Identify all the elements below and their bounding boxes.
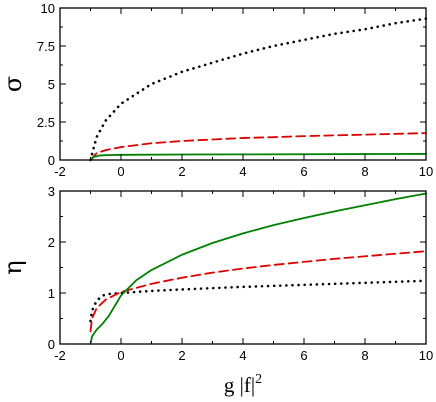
x-tick-label: 8 (361, 348, 368, 363)
x-tick-label: 2 (178, 348, 185, 363)
y-tick-label: 0 (48, 337, 55, 352)
y-tick-label: 0 (48, 153, 55, 168)
series-line-solid (89, 192, 427, 345)
x-tick-label: 0 (117, 348, 124, 363)
series-line-solid (89, 153, 427, 161)
y-tick-label: 2 (48, 235, 55, 250)
x-axis-label: g |f|2 (224, 372, 262, 397)
x-tick-label: -2 (54, 348, 66, 363)
x-tick-label: 6 (300, 164, 307, 179)
y-tick-label: 10 (41, 1, 55, 16)
x-tick-label: 4 (239, 348, 246, 363)
plot-frame (59, 190, 427, 345)
x-tick-label: 0 (117, 164, 124, 179)
series-line-dashed (89, 250, 427, 333)
y-axis-label: σ (0, 76, 27, 92)
y-tick-label: 5 (48, 77, 55, 92)
x-tick-label: 4 (239, 164, 246, 179)
series-line-dashed (89, 132, 427, 161)
x-tick-label: 2 (178, 164, 185, 179)
y-tick-label: 2.5 (37, 115, 55, 130)
x-tick-label: -2 (54, 164, 66, 179)
y-axis-label: η (0, 260, 27, 274)
y-tick-label: 7.5 (37, 39, 55, 54)
x-tick-label: 8 (361, 164, 368, 179)
y-tick-label: 3 (48, 184, 55, 199)
x-tick-label: 10 (419, 164, 433, 179)
y-tick-label: 1 (48, 286, 55, 301)
x-tick-label: 6 (300, 348, 307, 363)
series-line-dotted (89, 279, 428, 323)
x-tick-label: 10 (419, 348, 433, 363)
series-line-dotted (89, 17, 428, 162)
